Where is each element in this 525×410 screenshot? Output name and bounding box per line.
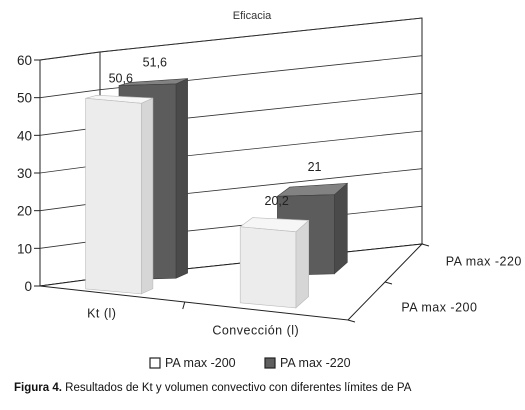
figure-caption: Figura 4. Resultados de Kt y volumen con…: [14, 382, 519, 394]
bar: [239, 217, 310, 309]
y-tick-label: 60: [17, 53, 32, 68]
bar-chart-3d: 0 10 20 30 40 50 60 Kt (l) Convección (l) PA max…: [17, 10, 522, 370]
chart-title: Eficacia: [233, 10, 272, 22]
caption-label: Figura 4.: [14, 382, 62, 394]
y-tick-label: 30: [17, 166, 32, 181]
bar-side: [141, 97, 154, 295]
bar-side: [295, 219, 310, 309]
legend-label: PA max -200: [165, 356, 236, 370]
legend-swatch: [149, 357, 161, 369]
bar-side: [334, 182, 348, 275]
depth-tick: [384, 281, 393, 285]
bar-front: [85, 97, 142, 295]
y-tick-label: 20: [17, 204, 32, 219]
depth-tick: [347, 319, 356, 323]
data-label: 50,6: [109, 72, 133, 86]
depth-axis-label: PA max -200: [401, 300, 477, 314]
bar-side: [175, 78, 188, 279]
y-tick-label: 40: [17, 128, 32, 143]
gridline: [39, 17, 423, 61]
x-category-label: Convección (l): [212, 323, 299, 337]
depth-tick: [421, 243, 430, 247]
depth-axis-label: PA max -220: [446, 255, 522, 269]
bar: [85, 94, 154, 295]
caption-text: Resultados de Kt y volumen convectivo co…: [65, 382, 412, 394]
bar-front: [239, 226, 297, 309]
y-tick-label: 50: [17, 91, 32, 106]
data-label: 21: [308, 160, 322, 174]
data-label: 51,6: [143, 56, 167, 70]
x-category-label: Kt (l): [87, 306, 116, 320]
x-tick: [182, 301, 186, 310]
data-label: 20,2: [265, 194, 289, 208]
legend-swatch: [264, 357, 276, 369]
gridline: [39, 55, 423, 99]
y-tick-label: 0: [24, 279, 32, 294]
legend-label: PA max -220: [280, 356, 351, 370]
y-tick-label: 10: [17, 241, 32, 256]
